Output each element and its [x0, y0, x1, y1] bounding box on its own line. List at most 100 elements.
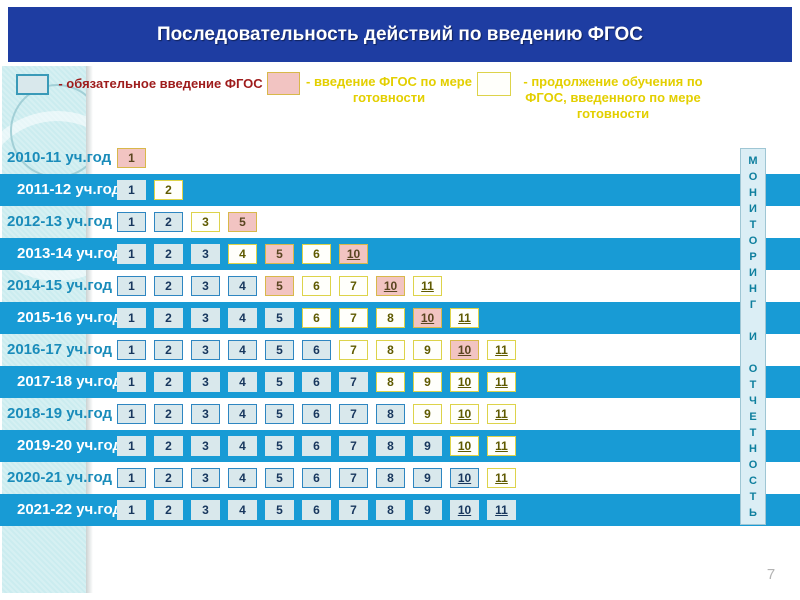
year-label: 2012-13 уч.год: [7, 213, 112, 230]
grade-cell-2: 2: [154, 468, 183, 488]
year-row: 2016-17 уч.год 1 2 3 4 5 6 7 8 9 10 11: [0, 334, 800, 366]
monitoring-strip-letter: Е: [749, 411, 757, 423]
grade-cell-11: 11: [413, 276, 442, 296]
grade-cell-3: 3: [191, 436, 220, 456]
grade-cell-4: 4: [228, 340, 257, 360]
year-row: 2010-11 уч.год 1: [0, 142, 800, 174]
grade-cell-4: 4: [228, 276, 257, 296]
grade-cell-6: 6: [302, 468, 331, 488]
grade-cell-1: 1: [117, 372, 146, 392]
grade-cell-2: 2: [154, 308, 183, 328]
grade-cells: 1: [117, 142, 146, 174]
monitoring-strip-letter: Т: [749, 379, 757, 391]
grade-cell-4: 4: [228, 500, 257, 520]
grade-cell-9: 9: [413, 436, 442, 456]
grade-cell-9: 9: [413, 404, 442, 424]
grade-cell-6: 6: [302, 340, 331, 360]
grade-cell-7: 7: [339, 468, 368, 488]
monitoring-strip-letter: И: [749, 203, 757, 215]
legend-swatch-mandatory: [16, 74, 49, 95]
year-row: 2013-14 уч.год 1 2 3 4 5 6 10: [0, 238, 800, 270]
grade-cell-5: 5: [265, 276, 294, 296]
grade-cell-4: 4: [228, 308, 257, 328]
grade-cell-8: 8: [376, 308, 405, 328]
grade-cell-11: 11: [487, 500, 516, 520]
grade-cell-7: 7: [339, 436, 368, 456]
grade-cells: 1 2 3 4 5 6 7 8 9 10 11: [117, 462, 516, 494]
grade-cell-7: 7: [339, 276, 368, 296]
year-label: 2016-17 уч.год: [7, 341, 112, 358]
grade-cell-9: 9: [413, 500, 442, 520]
grade-cell-11: 11: [487, 404, 516, 424]
grade-cell-11: 11: [450, 308, 479, 328]
grade-cell-3: 3: [191, 340, 220, 360]
year-label: 2020-21 уч.год: [7, 469, 112, 486]
grade-cell-6: 6: [302, 404, 331, 424]
grade-cell-8: 8: [376, 500, 405, 520]
year-label: 2011-12 уч.год: [17, 181, 122, 198]
year-row: 2011-12 уч.год 1 2: [0, 174, 800, 206]
grade-cell-5: 5: [265, 468, 294, 488]
grade-cell-3: 3: [191, 276, 220, 296]
grade-cell-4: 4: [228, 468, 257, 488]
grade-cell-7: 7: [339, 308, 368, 328]
grade-cell-11: 11: [487, 340, 516, 360]
grade-cell-1: 1: [117, 148, 146, 168]
grade-cell-8: 8: [376, 404, 405, 424]
grade-cell-11: 11: [487, 372, 516, 392]
grade-cell-3: 3: [191, 404, 220, 424]
monitoring-strip-letter: Т: [749, 427, 757, 439]
grade-cell-1: 1: [117, 404, 146, 424]
grade-cell-1: 1: [117, 244, 146, 264]
grade-cells: 1 2 3 4 5 6 7 8 9 10 11: [117, 366, 516, 398]
grade-cell-6: 6: [302, 500, 331, 520]
monitoring-strip-letter: Н: [749, 283, 757, 295]
monitoring-strip-letter: Т: [749, 491, 757, 503]
grade-cell-8: 8: [376, 436, 405, 456]
year-label: 2010-11 уч.год: [7, 149, 112, 166]
grade-cell-2: 2: [154, 500, 183, 520]
grade-cell-5: 5: [265, 372, 294, 392]
year-row: 2021-22 уч.год 1 2 3 4 5 6 7 8 9 10 11: [0, 494, 800, 526]
grade-cell-1: 1: [117, 500, 146, 520]
grade-cell-1: 1: [117, 308, 146, 328]
year-label: 2013-14 уч.год: [17, 245, 122, 262]
grade-cell-7: 7: [339, 404, 368, 424]
grade-cell-4: 4: [228, 244, 257, 264]
grade-cell-5: 5: [265, 436, 294, 456]
grade-cell-2: 2: [154, 244, 183, 264]
monitoring-strip-letter: Г: [749, 299, 757, 311]
monitoring-strip-letter: Ч: [749, 395, 757, 407]
grade-cell-2: 2: [154, 372, 183, 392]
grade-cell-7: 7: [339, 500, 368, 520]
grade-cell-4: 4: [228, 372, 257, 392]
grade-cell-3: 3: [191, 212, 220, 232]
year-row: 2020-21 уч.год 1 2 3 4 5 6 7 8 9 10 11: [0, 462, 800, 494]
grade-cell-2: 2: [154, 276, 183, 296]
grade-cell-2: 2: [154, 436, 183, 456]
grade-cells: 1 2 3 4 5 6 7 8 9 10 11: [117, 334, 516, 366]
monitoring-strip-letter: Н: [749, 443, 757, 455]
grade-cell-9: 9: [413, 372, 442, 392]
year-label: 2021-22 уч.год: [17, 501, 122, 518]
grade-cell-5: 5: [265, 340, 294, 360]
grade-cells: 1 2 3 4 5 6 7 8 10 11: [117, 302, 479, 334]
grade-cell-3: 3: [191, 308, 220, 328]
monitoring-strip-letter: М: [748, 155, 758, 167]
legend-label-continuation: - продолжение обучения по ФГОС, введенно…: [523, 74, 703, 121]
grade-cells: 1 2 3 4 5 6 10: [117, 238, 368, 270]
monitoring-strip-letter: О: [748, 171, 758, 183]
monitoring-strip-letter: И: [749, 267, 757, 279]
grade-cell-1: 1: [117, 276, 146, 296]
grade-cell-6: 6: [302, 308, 331, 328]
grade-cell-2: 2: [154, 212, 183, 232]
year-row: 2018-19 уч.год 1 2 3 4 5 6 7 8 9 10 11: [0, 398, 800, 430]
grade-cell-6: 6: [302, 244, 331, 264]
monitoring-strip-letter: Н: [749, 187, 757, 199]
grade-cell-11: 11: [487, 436, 516, 456]
grade-cell-1: 1: [117, 340, 146, 360]
grade-cell-9: 9: [413, 468, 442, 488]
year-label: 2014-15 уч.год: [7, 277, 112, 294]
